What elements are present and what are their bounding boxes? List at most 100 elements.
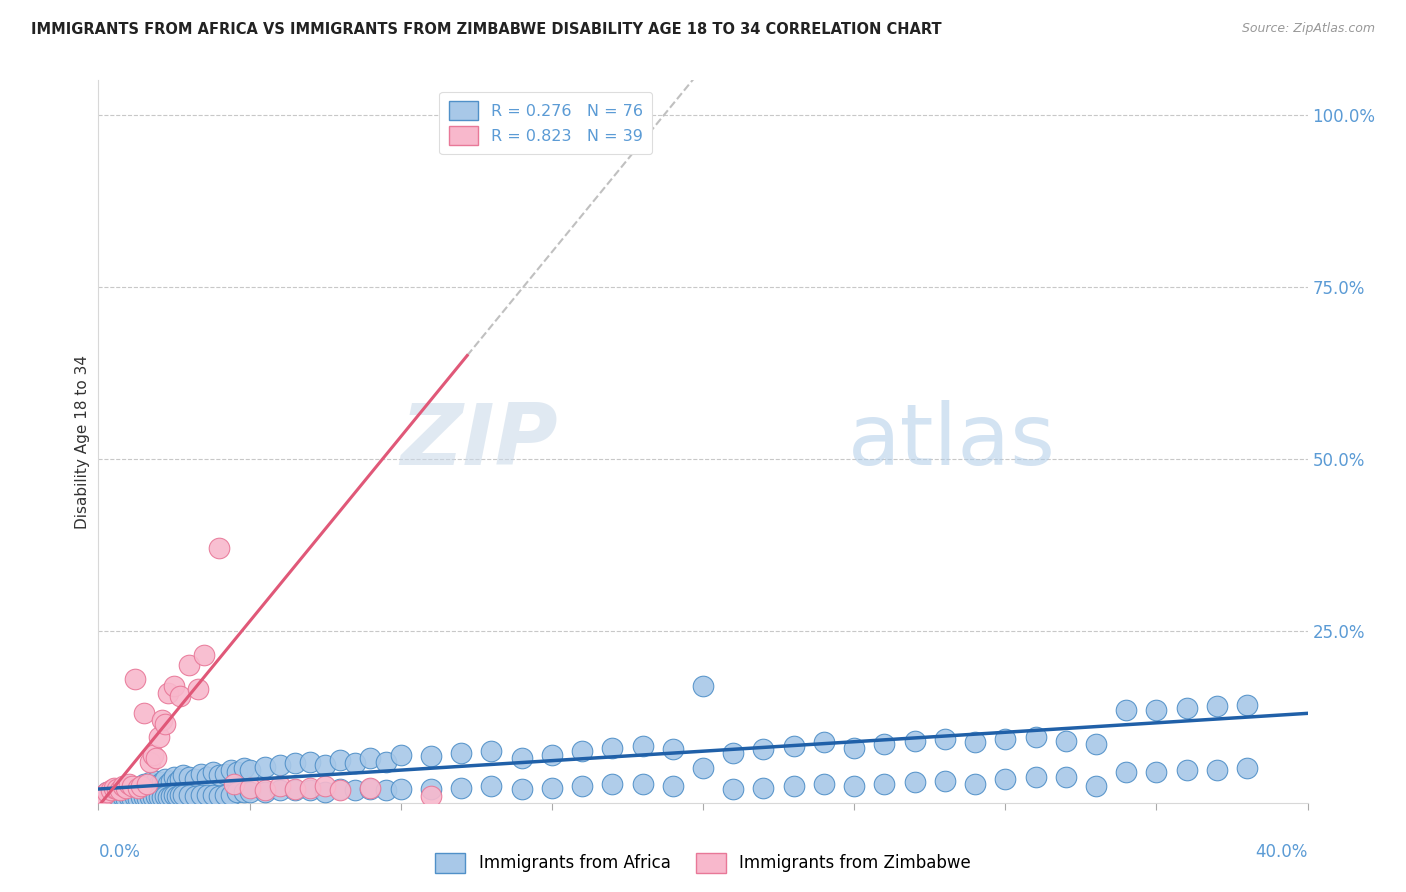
Point bbox=[103, 783, 125, 797]
Point bbox=[214, 767, 236, 781]
Point bbox=[190, 767, 212, 781]
Point bbox=[145, 773, 167, 788]
Point bbox=[224, 776, 246, 790]
Point bbox=[965, 776, 987, 790]
Point bbox=[100, 793, 122, 807]
Point bbox=[752, 780, 775, 795]
Point bbox=[1054, 770, 1077, 784]
Point bbox=[156, 776, 179, 790]
Point bbox=[602, 776, 624, 790]
Point bbox=[132, 706, 155, 721]
Point bbox=[329, 782, 352, 797]
Point bbox=[179, 788, 201, 802]
Point bbox=[1144, 703, 1167, 717]
Point bbox=[314, 758, 336, 772]
Point bbox=[314, 779, 336, 793]
Point bbox=[139, 755, 162, 769]
Point bbox=[1024, 770, 1046, 784]
Y-axis label: Disability Age 18 to 34: Disability Age 18 to 34 bbox=[75, 354, 90, 529]
Point bbox=[172, 788, 194, 802]
Point bbox=[135, 776, 157, 790]
Point bbox=[344, 756, 367, 770]
Point bbox=[571, 744, 593, 758]
Point bbox=[105, 790, 128, 805]
Point bbox=[1206, 763, 1229, 777]
Point bbox=[1024, 731, 1046, 745]
Point bbox=[153, 716, 176, 731]
Point bbox=[153, 789, 176, 803]
Point bbox=[360, 780, 382, 795]
Point bbox=[105, 782, 128, 797]
Point bbox=[631, 776, 654, 790]
Point bbox=[148, 790, 170, 805]
Point bbox=[904, 734, 927, 748]
Point bbox=[510, 751, 533, 765]
Point bbox=[118, 776, 141, 790]
Point bbox=[129, 790, 152, 805]
Point bbox=[284, 782, 307, 797]
Point bbox=[723, 782, 745, 797]
Text: Source: ZipAtlas.com: Source: ZipAtlas.com bbox=[1241, 22, 1375, 36]
Legend: Immigrants from Africa, Immigrants from Zimbabwe: Immigrants from Africa, Immigrants from … bbox=[429, 847, 977, 880]
Point bbox=[150, 713, 173, 727]
Point bbox=[172, 768, 194, 782]
Point bbox=[124, 790, 146, 805]
Point bbox=[150, 789, 173, 804]
Point bbox=[184, 789, 207, 803]
Point bbox=[269, 758, 291, 772]
Point bbox=[135, 780, 157, 795]
Text: ZIP: ZIP bbox=[401, 400, 558, 483]
Point bbox=[190, 788, 212, 802]
Point bbox=[129, 779, 152, 793]
Point bbox=[160, 789, 183, 803]
Point bbox=[1175, 701, 1198, 715]
Point bbox=[156, 789, 179, 804]
Point bbox=[232, 785, 254, 799]
Point bbox=[127, 783, 149, 797]
Point bbox=[239, 763, 262, 777]
Point bbox=[284, 783, 307, 797]
Point bbox=[163, 679, 186, 693]
Point bbox=[269, 783, 291, 797]
Point bbox=[150, 775, 173, 789]
Point bbox=[169, 689, 191, 703]
Point bbox=[111, 790, 134, 805]
Point bbox=[166, 775, 188, 789]
Point bbox=[132, 776, 155, 790]
Point bbox=[187, 682, 209, 697]
Point bbox=[139, 775, 162, 789]
Point bbox=[108, 785, 131, 799]
Point bbox=[1115, 764, 1137, 779]
Point bbox=[1236, 698, 1258, 712]
Point bbox=[723, 746, 745, 760]
Point bbox=[142, 747, 165, 762]
Point bbox=[179, 770, 201, 784]
Point bbox=[253, 783, 276, 797]
Point bbox=[148, 776, 170, 790]
Point bbox=[160, 773, 183, 788]
Point bbox=[631, 739, 654, 754]
Point bbox=[226, 764, 249, 779]
Point bbox=[166, 789, 188, 803]
Point bbox=[389, 747, 412, 762]
Point bbox=[195, 770, 218, 784]
Point bbox=[692, 679, 714, 693]
Point bbox=[121, 782, 143, 797]
Text: IMMIGRANTS FROM AFRICA VS IMMIGRANTS FROM ZIMBABWE DISABILITY AGE 18 TO 34 CORRE: IMMIGRANTS FROM AFRICA VS IMMIGRANTS FRO… bbox=[31, 22, 942, 37]
Point bbox=[100, 783, 122, 797]
Point bbox=[96, 792, 118, 806]
Point bbox=[540, 780, 562, 795]
Point bbox=[145, 789, 167, 803]
Point bbox=[124, 780, 146, 795]
Point bbox=[114, 783, 136, 797]
Point bbox=[661, 742, 683, 756]
Point bbox=[114, 792, 136, 806]
Point bbox=[360, 751, 382, 765]
Point bbox=[127, 791, 149, 805]
Point bbox=[329, 753, 352, 767]
Point bbox=[374, 783, 396, 797]
Point bbox=[93, 789, 115, 803]
Point bbox=[1085, 737, 1108, 751]
Point bbox=[111, 779, 134, 793]
Point bbox=[226, 785, 249, 799]
